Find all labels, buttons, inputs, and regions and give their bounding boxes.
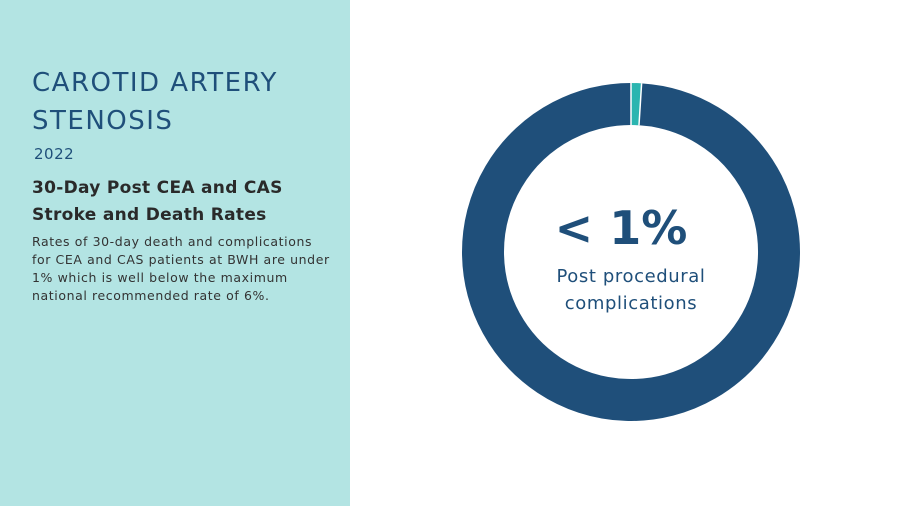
slide-subtitle: 30-Day Post CEA and CAS Stroke and Death… (32, 178, 283, 225)
year-label: 2022 (34, 145, 75, 163)
center-label: Post procedural complications (556, 266, 706, 314)
donut-chart (440, 70, 820, 440)
left-panel: CAROTID ARTERY STENOSIS 2022 30-Day Post… (0, 0, 350, 506)
description-text: Rates of 30-day death and complications … (32, 234, 330, 303)
center-value: < 1% (554, 201, 688, 255)
donut-chart-svg (462, 83, 800, 421)
donut-slice-1 (462, 83, 800, 421)
slice-separator-1 (638, 83, 643, 126)
slide-title: CAROTID ARTERY STENOSIS (32, 68, 278, 136)
